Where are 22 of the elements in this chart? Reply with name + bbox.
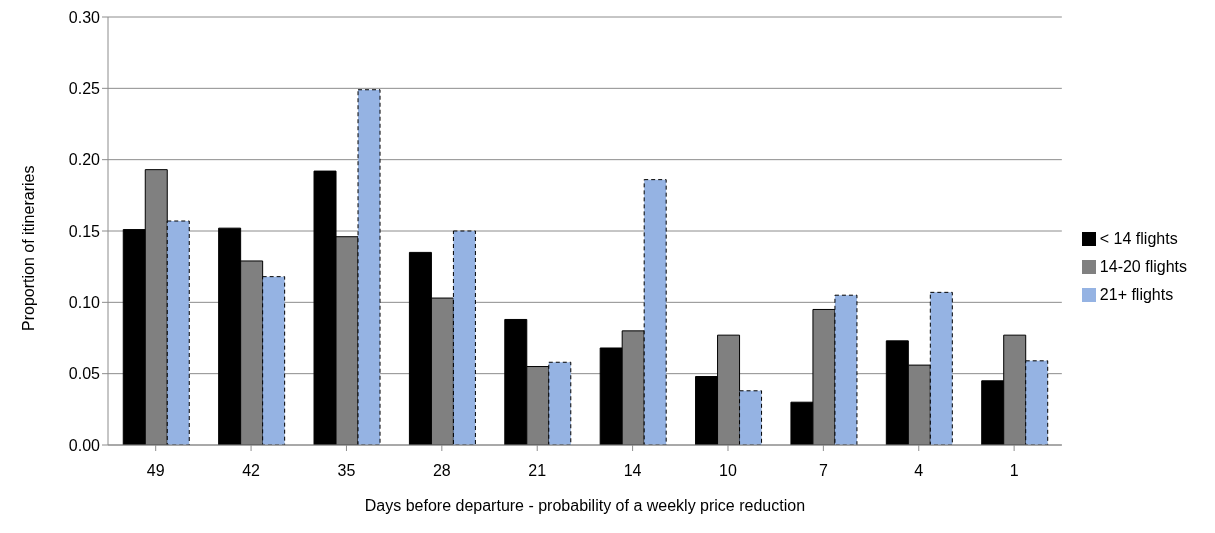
x-tick-label: 49	[146, 462, 165, 480]
y-tick-label: 0.00	[68, 436, 101, 454]
y-tick-label: 0.15	[68, 222, 101, 240]
x-tick-label: 1	[1009, 462, 1019, 480]
x-tick-label: 7	[818, 462, 828, 480]
y-axis-title: Proportion of itineraries	[19, 165, 37, 331]
y-tick-label: 0.10	[68, 294, 101, 312]
y-tick-label: 0.30	[68, 8, 101, 26]
y-tick-label: 0.20	[68, 151, 101, 169]
x-tick-label: 10	[719, 462, 737, 480]
y-tick-label: 0.05	[68, 365, 101, 383]
y-tick-label: 0.25	[68, 80, 101, 98]
x-axis-title: Days before departure - probability of a weekly price reduction	[364, 497, 806, 514]
x-tick-label: 35	[337, 462, 356, 480]
legend-label: 21+ flights	[1099, 285, 1174, 303]
legend-label: < 14 flights	[1099, 229, 1178, 247]
x-tick-label: 21	[528, 462, 547, 480]
x-tick-label: 14	[623, 462, 642, 480]
x-tick-label: 4	[914, 462, 924, 480]
x-tick-label: 28	[432, 462, 451, 480]
x-tick-label: 42	[242, 462, 261, 480]
legend-label: 14-20 flights	[1099, 257, 1187, 275]
